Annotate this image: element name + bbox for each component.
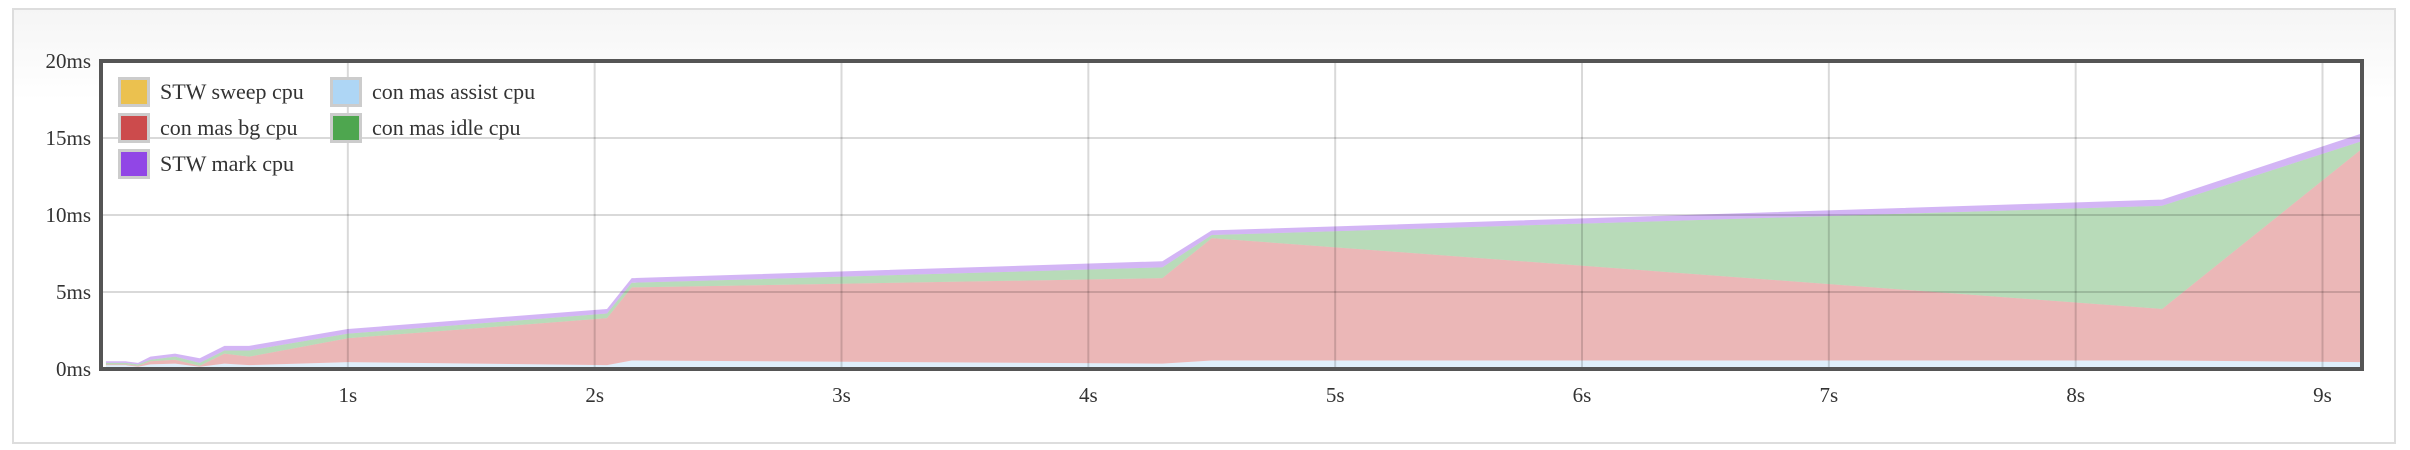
x-tick-label: 4s xyxy=(1079,383,1098,407)
plot-border xyxy=(99,59,2364,371)
x-tick-label: 1s xyxy=(338,383,357,407)
area-con-mas-bg-cpu xyxy=(105,148,2362,367)
x-tick-label: 5s xyxy=(1326,383,1345,407)
legend-label: STW sweep cpu xyxy=(160,79,304,104)
area-con-mas-idle-cpu xyxy=(105,141,2362,366)
legend-label: STW mark cpu xyxy=(160,151,295,176)
legend-swatch xyxy=(330,113,362,143)
legend-swatch xyxy=(118,149,150,179)
plot-background xyxy=(101,61,2362,369)
legend-item[interactable]: con mas assist cpu xyxy=(330,77,536,107)
y-tick-label: 5ms xyxy=(56,280,91,304)
legend-swatch xyxy=(118,77,150,107)
x-tick-label: 6s xyxy=(1573,383,1592,407)
legend-item[interactable]: STW mark cpu xyxy=(118,149,330,179)
legend-label: con mas bg cpu xyxy=(160,115,298,140)
x-tick-label: 3s xyxy=(832,383,851,407)
legend-item[interactable]: con mas bg cpu xyxy=(118,113,330,143)
x-tick-label: 9s xyxy=(2313,383,2332,407)
y-tick-label: 10ms xyxy=(45,203,91,227)
legend-label: con mas idle cpu xyxy=(372,115,521,140)
area-con-mas-assist-cpu xyxy=(105,360,2362,369)
y-tick-label: 0ms xyxy=(56,357,91,381)
legend-item[interactable]: con mas idle cpu xyxy=(330,113,535,143)
legend-item[interactable]: STW sweep cpu xyxy=(118,77,330,107)
legend: STW sweep cpu con mas assist cpu con mas b… xyxy=(118,77,536,179)
x-tick-label: 2s xyxy=(585,383,604,407)
y-tick-label: 20ms xyxy=(45,49,91,73)
legend-swatch xyxy=(118,113,150,143)
y-tick-label: 15ms xyxy=(45,126,91,150)
x-tick-label: 8s xyxy=(2066,383,2085,407)
legend-label: con mas assist cpu xyxy=(372,79,536,104)
legend-swatch xyxy=(330,77,362,107)
x-tick-label: 7s xyxy=(1819,383,1838,407)
